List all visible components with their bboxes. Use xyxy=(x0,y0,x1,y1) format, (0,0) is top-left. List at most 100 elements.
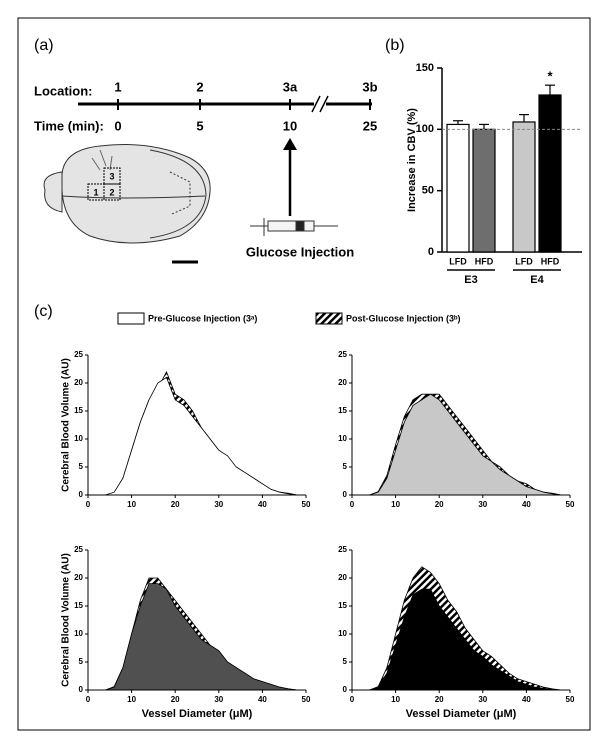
x-tick-label: 10 xyxy=(127,695,136,704)
legend-swatch xyxy=(315,312,343,325)
x-tick-label: 50 xyxy=(302,500,311,509)
y-tick-label: 100 xyxy=(416,123,434,135)
y-tick-label: 0 xyxy=(343,490,348,499)
break xyxy=(311,95,321,113)
annotation: * xyxy=(547,69,553,84)
y-tick-label: 15 xyxy=(338,601,347,610)
x-tick-label: 0 xyxy=(86,500,91,509)
y-axis-label: Increase in CBV (%) xyxy=(406,108,418,212)
time: 5 xyxy=(196,118,203,133)
y-tick-label: 15 xyxy=(74,601,83,610)
break xyxy=(319,95,329,113)
y-tick-label: 10 xyxy=(338,434,347,443)
bar xyxy=(538,94,562,253)
y-tick-label: 0 xyxy=(428,246,434,258)
x-tick-label: 20 xyxy=(435,695,444,704)
x-tick-label: 20 xyxy=(171,500,180,509)
y-tick-label: 10 xyxy=(74,434,83,443)
region-label: 1 xyxy=(93,187,98,197)
series-line xyxy=(360,566,562,691)
y-tick-label: 5 xyxy=(343,462,348,471)
x-tick-label: 30 xyxy=(478,695,487,704)
y-tick-label: 25 xyxy=(74,350,83,359)
bar xyxy=(446,123,470,253)
x-tick-label: 0 xyxy=(350,695,355,704)
y-tick-label: 20 xyxy=(338,573,347,582)
panel-label: (c) xyxy=(34,303,53,320)
x-axis-label: Vessel Diameter (μM) xyxy=(406,708,517,720)
x-axis-label: Vessel Diameter (μM) xyxy=(142,708,253,720)
x-tick-label: 20 xyxy=(435,500,444,509)
x-tick-label: 40 xyxy=(522,695,531,704)
series-line xyxy=(96,376,298,496)
y-axis-label: Cerebral Blood Volume (AU) xyxy=(61,553,72,687)
area-fill xyxy=(360,589,562,690)
x-tick-label: 50 xyxy=(302,695,311,704)
x-tick-label: 10 xyxy=(127,500,136,509)
bar xyxy=(472,128,496,253)
x-tick-label: LFD xyxy=(515,256,533,266)
y-tick-label: 25 xyxy=(338,350,347,359)
y-tick-label: 50 xyxy=(422,185,434,197)
x-tick-label: 50 xyxy=(566,500,575,509)
x-tick-label: 30 xyxy=(214,500,223,509)
area-fill xyxy=(96,377,298,495)
brain xyxy=(43,144,211,244)
y-tick-label: 10 xyxy=(338,629,347,638)
injection-label: Glucose Injection xyxy=(246,244,354,259)
group-label: E4 xyxy=(530,274,544,286)
series-line xyxy=(96,583,298,691)
y-tick-label: 0 xyxy=(79,490,84,499)
group-label: E3 xyxy=(464,274,477,286)
bar xyxy=(512,121,536,253)
x-tick-label: 20 xyxy=(171,695,180,704)
arrow-head xyxy=(283,138,297,150)
time: 0 xyxy=(114,118,121,133)
x-tick-label: 30 xyxy=(478,500,487,509)
frame xyxy=(17,17,591,731)
region-label: 3 xyxy=(109,171,114,181)
series-line xyxy=(360,393,562,496)
location: 3a xyxy=(283,79,298,94)
location: 2 xyxy=(196,79,203,94)
y-tick-label: 25 xyxy=(74,545,83,554)
regions xyxy=(87,167,121,201)
time-label: Time (min): xyxy=(34,118,104,133)
y-tick-label: 150 xyxy=(416,62,434,74)
series-line xyxy=(360,393,562,496)
legend-swatch xyxy=(117,312,145,325)
x-tick-label: 10 xyxy=(391,500,400,509)
x-tick-label: 0 xyxy=(86,695,91,704)
region-label: 2 xyxy=(109,187,114,197)
ticks xyxy=(117,99,371,110)
y-tick-label: 10 xyxy=(74,629,83,638)
y-tick-label: 15 xyxy=(338,406,347,415)
y-tick-label: 20 xyxy=(338,378,347,387)
y-tick-label: 0 xyxy=(79,685,84,694)
syringe xyxy=(250,218,338,236)
y-tick-label: 5 xyxy=(79,462,84,471)
y-tick-label: 5 xyxy=(79,657,84,666)
location: 1 xyxy=(114,79,121,94)
x-tick-label: LFD xyxy=(449,256,467,266)
area-fill xyxy=(360,394,562,495)
y-tick-label: 0 xyxy=(343,685,348,694)
x-tick-label: HFD xyxy=(541,256,560,266)
x-tick-label: HFD xyxy=(475,256,494,266)
y-tick-label: 5 xyxy=(343,657,348,666)
time: 25 xyxy=(363,118,377,133)
time: 10 xyxy=(283,118,297,133)
x-tick-label: 40 xyxy=(522,500,531,509)
y-tick-label: 20 xyxy=(74,378,83,387)
x-tick-label: 10 xyxy=(391,695,400,704)
x-tick-label: 40 xyxy=(258,500,267,509)
y-axis-label: Cerebral Blood Volume (AU) xyxy=(61,358,72,492)
x-tick-label: 40 xyxy=(258,695,267,704)
panel-label: (b) xyxy=(385,37,405,54)
break-gap xyxy=(314,96,326,112)
y-tick-label: 20 xyxy=(74,573,83,582)
y-tick-label: 15 xyxy=(74,406,83,415)
x-tick-label: 0 xyxy=(350,500,355,509)
